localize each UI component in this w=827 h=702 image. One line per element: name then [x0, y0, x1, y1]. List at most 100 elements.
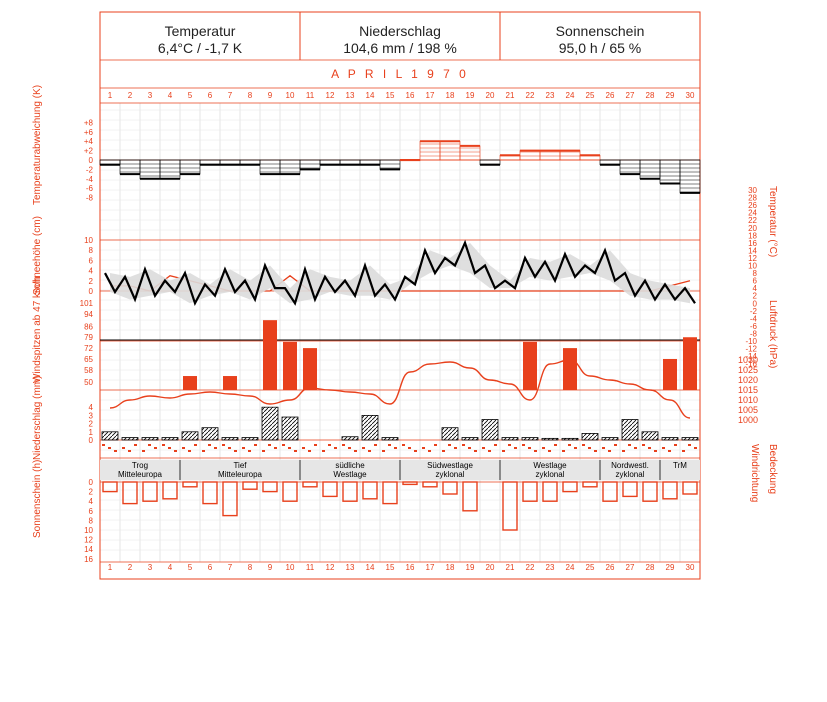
day-number-top: 2: [128, 91, 133, 100]
wind-dir-mark: [634, 447, 637, 449]
day-number-bottom: 5: [188, 563, 193, 572]
temp-c-tick: -6: [750, 322, 758, 331]
day-number-bottom: 27: [626, 563, 635, 572]
pressure-tick: 1025: [738, 365, 758, 375]
wind-dir-mark: [228, 447, 231, 449]
day-number-bottom: 1: [108, 563, 113, 572]
wind-dir-mark: [614, 444, 617, 446]
temp-range-band: [110, 242, 690, 304]
wind-dir-mark: [102, 444, 105, 446]
pressure-tick: 1020: [738, 375, 758, 385]
day-number-bottom: 15: [386, 563, 395, 572]
weather-type-label: Mitteleuropa: [218, 470, 263, 479]
precip-bar: [341, 436, 359, 441]
temp-c-tick: 30: [748, 186, 757, 195]
wind-dir-mark: [488, 450, 491, 452]
wind-dir-mark: [414, 450, 417, 452]
wind-dir-mark: [154, 447, 157, 449]
wind-dir-mark: [122, 447, 125, 449]
pressure-tick: 1030: [738, 355, 758, 365]
weather-type-label: Nordwestl.: [611, 461, 649, 470]
wind-dir-mark: [234, 450, 237, 452]
wind-dir-mark: [168, 447, 171, 449]
precip-bar: [641, 431, 659, 441]
sunshine-bar: [282, 481, 298, 502]
wind-dir-mark: [662, 447, 665, 449]
wind-dir-mark: [428, 450, 431, 452]
sunshine-bar: [462, 481, 478, 512]
sunshine-bar: [242, 481, 258, 490]
day-number-bottom: 3: [148, 563, 153, 572]
day-number-bottom: 4: [168, 563, 173, 572]
temp-c-tick: -16: [745, 360, 757, 369]
day-number-top: 21: [506, 91, 515, 100]
sunshine-tick: 10: [84, 526, 93, 535]
day-number-top: 4: [168, 91, 173, 100]
day-number-bottom: 29: [666, 563, 675, 572]
day-number-top: 16: [406, 91, 415, 100]
wind-dir-mark: [262, 450, 265, 452]
temp-c-tick: 20: [748, 224, 757, 233]
day-number-bottom: 25: [586, 563, 595, 572]
wind-peak-bar: [523, 341, 537, 390]
sunshine-bar: [582, 481, 598, 488]
precip-bar: [621, 419, 639, 441]
precip-bar: [541, 437, 559, 441]
precip-bar: [481, 419, 499, 441]
precip-tick: 1: [89, 428, 94, 437]
day-number-bottom: 21: [506, 563, 515, 572]
day-number-top: 11: [306, 91, 315, 100]
weather-type-label: Westlage: [333, 470, 367, 479]
day-number-bottom: 12: [326, 563, 335, 572]
weather-type-label: zyklonal: [436, 470, 465, 479]
wind-dir-mark: [342, 444, 345, 446]
day-number-top: 6: [208, 91, 213, 100]
wind-dir-mark: [248, 450, 251, 452]
sunshine-bar: [442, 481, 458, 495]
temp-c-tick: 10: [748, 262, 757, 271]
day-number-bottom: 26: [606, 563, 615, 572]
day-number-bottom: 11: [306, 563, 315, 572]
day-number-bottom: 20: [486, 563, 495, 572]
wind-dir-mark: [368, 450, 371, 452]
wind-dir-mark: [214, 447, 217, 449]
precip-bar: [461, 437, 479, 441]
wind-dir-mark: [508, 444, 511, 446]
wind-dir-mark: [442, 450, 445, 452]
temp-daily-line: [104, 239, 696, 307]
day-number-top: 20: [486, 91, 495, 100]
day-number-top: 12: [326, 91, 335, 100]
precip-bar: [361, 414, 379, 441]
sunshine-bar: [382, 481, 398, 505]
temp-c-tick: 26: [748, 201, 757, 210]
sunshine-bar: [262, 481, 278, 493]
wind-dir-mark: [362, 447, 365, 449]
wind-dir-mark: [594, 450, 597, 452]
temp-c-tick: 2: [753, 292, 758, 301]
temp-dev-tick: -4: [86, 175, 94, 184]
wind-dir-mark: [334, 447, 337, 449]
wind-dir-mark: [408, 447, 411, 449]
precip-bar: [101, 431, 119, 441]
weather-type-label: Trog: [132, 461, 148, 470]
day-number-bottom: 22: [526, 563, 535, 572]
wind-dir-mark: [674, 444, 677, 446]
temp-c-tick: 24: [748, 209, 757, 218]
day-number-top: 23: [546, 91, 555, 100]
wind-dir-mark: [622, 450, 625, 452]
wind-dir-mark: [668, 450, 671, 452]
temp-dev-tick: -8: [86, 194, 94, 203]
temp-dev-tick: +2: [84, 147, 94, 156]
temp-dev-tick: +6: [84, 128, 94, 137]
precip-bar: [521, 437, 539, 441]
sunshine-bar: [122, 481, 138, 505]
day-number-top: 27: [626, 91, 635, 100]
day-number-top: 3: [148, 91, 153, 100]
day-number-top: 30: [686, 91, 695, 100]
wind-dir-mark: [454, 447, 457, 449]
weather-type-label: Südwestlage: [427, 461, 473, 470]
day-number-top: 22: [526, 91, 535, 100]
sunshine-label: Sonnenschein: [555, 23, 645, 39]
wind-dir-mark: [328, 444, 331, 446]
